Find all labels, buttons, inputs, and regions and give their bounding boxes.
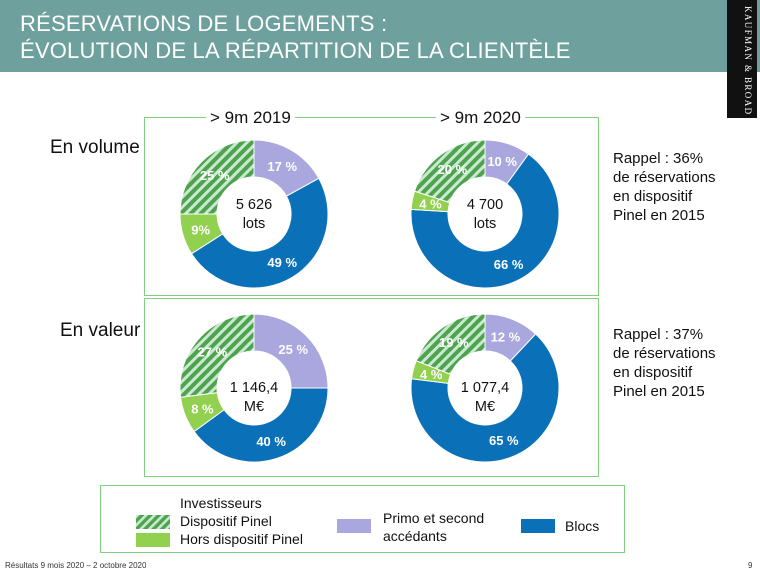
column-header-2020: > 9m 2020 (436, 108, 525, 128)
slice-label-hors_pinel: 9% (191, 222, 210, 237)
slice-investisseurs_pinel (413, 139, 486, 204)
slice-label-hors_pinel: 4 % (420, 367, 443, 382)
slice-blocs (190, 177, 329, 289)
legend-investisseurs-label: Investisseurs (180, 495, 262, 511)
slice-label-primo: 25 % (278, 342, 308, 357)
page-number: 9 (748, 561, 753, 570)
column-header-2019: > 9m 2019 (206, 108, 295, 128)
center-value: 1 146,4 (229, 380, 279, 396)
rappel-line: de réservations (613, 345, 716, 362)
slice-label-blocs: 65 % (489, 433, 519, 448)
slice-primo (253, 313, 329, 389)
slice-blocs (193, 387, 329, 463)
rappel-line: Rappel : 36% (613, 150, 704, 167)
legend-blocs-label: Blocs (565, 518, 600, 534)
center-value: 5 626 (235, 197, 273, 213)
legend-primo-label-2: accédants (383, 528, 447, 544)
donut-2020-valeur: 12 % 65 % 4 % 19 % (410, 313, 560, 463)
slice-label-hors_pinel: 4 % (419, 197, 442, 212)
row-label-volume: En volume (50, 137, 142, 159)
slice-investisseurs_pinel (415, 313, 486, 376)
slice-label-investisseurs_pinel: 20 % (438, 162, 468, 177)
slice-label-investisseurs_pinel: 25 % (200, 168, 230, 183)
slice-label-blocs: 66 % (494, 257, 524, 272)
rappel-line: Pinel en 2015 (613, 207, 705, 224)
legend-primo-label-1: Primo et second (383, 510, 485, 526)
slice-label-blocs: 40 % (256, 434, 286, 449)
slice-label-primo: 12 % (491, 329, 521, 344)
slice-label-primo: 17 % (267, 159, 297, 174)
donut-2020-volume: 10 % 66 % 4 % 20 % (410, 139, 560, 289)
legend-swatch-primo (337, 519, 371, 533)
frame-valeur (144, 298, 599, 477)
slice-label-investisseurs_pinel: 27 % (198, 344, 228, 359)
slice-investisseurs_pinel (179, 139, 255, 215)
slice-label-blocs: 49 % (267, 255, 297, 270)
donut-center-2020-valeur: 1 077,4 M€ (445, 379, 525, 417)
title-line-2: ÉVOLUTION DE LA RÉPARTITION DE LA CLIENT… (20, 38, 571, 63)
center-unit: lots (473, 216, 497, 232)
center-unit: M€ (474, 399, 496, 415)
center-value: 1 077,4 (460, 380, 510, 396)
rappel-line: Rappel : 37% (613, 326, 704, 343)
slice-investisseurs_pinel (179, 313, 255, 398)
slice-blocs (410, 153, 560, 289)
rappel-valeur: Rappel : 37% de réservations en disposit… (613, 325, 716, 401)
legend: Investisseurs Dispositif Pinel Hors disp… (100, 485, 625, 553)
title-line-1: RÉSERVATIONS DE LOGEMENTS : (20, 11, 388, 36)
slide-title: RÉSERVATIONS DE LOGEMENTS : ÉVOLUTION DE… (20, 10, 571, 64)
rappel-line: de réservations (613, 169, 716, 186)
donut-2019-valeur: 25 % 40 % 8 % 27 % (179, 313, 329, 463)
donut-2019-volume: 17 % 49 % 9% 25 % (179, 139, 329, 289)
rappel-line: Pinel en 2015 (613, 383, 705, 400)
slice-label-hors_pinel: 8 % (191, 401, 214, 416)
donut-center-2019-volume: 5 626 lots (214, 196, 294, 234)
slice-label-primo: 10 % (487, 154, 517, 169)
center-unit: M€ (243, 399, 265, 415)
header-bar: RÉSERVATIONS DE LOGEMENTS : ÉVOLUTION DE… (0, 0, 760, 72)
slice-label-investisseurs_pinel: 19 % (439, 335, 469, 350)
donut-center-2019-valeur: 1 146,4 M€ (214, 379, 294, 417)
center-value: 4 700 (466, 197, 504, 213)
frame-volume (144, 117, 599, 296)
rappel-volume: Rappel : 36% de réservations en disposit… (613, 149, 716, 225)
kaufman-broad-logo: KAUFMAN & BROAD (727, 0, 757, 118)
legend-swatch-hors-pinel (136, 533, 170, 547)
center-unit: lots (242, 216, 266, 232)
rappel-line: en dispositif (613, 188, 693, 205)
legend-pinel-label: Dispositif Pinel (180, 513, 272, 529)
legend-hors-pinel-label: Hors dispositif Pinel (180, 531, 303, 547)
rappel-line: en dispositif (613, 364, 693, 381)
slice-blocs (410, 333, 560, 463)
legend-swatch-pinel (136, 515, 170, 529)
logo-text: KAUFMAN & BROAD (743, 6, 753, 116)
footer-text: Résultats 9 mois 2020 – 2 octobre 2020 (5, 561, 147, 570)
legend-swatch-blocs (521, 519, 555, 533)
row-label-valeur: En valeur (60, 320, 143, 342)
donut-center-2020-volume: 4 700 lots (445, 196, 525, 234)
